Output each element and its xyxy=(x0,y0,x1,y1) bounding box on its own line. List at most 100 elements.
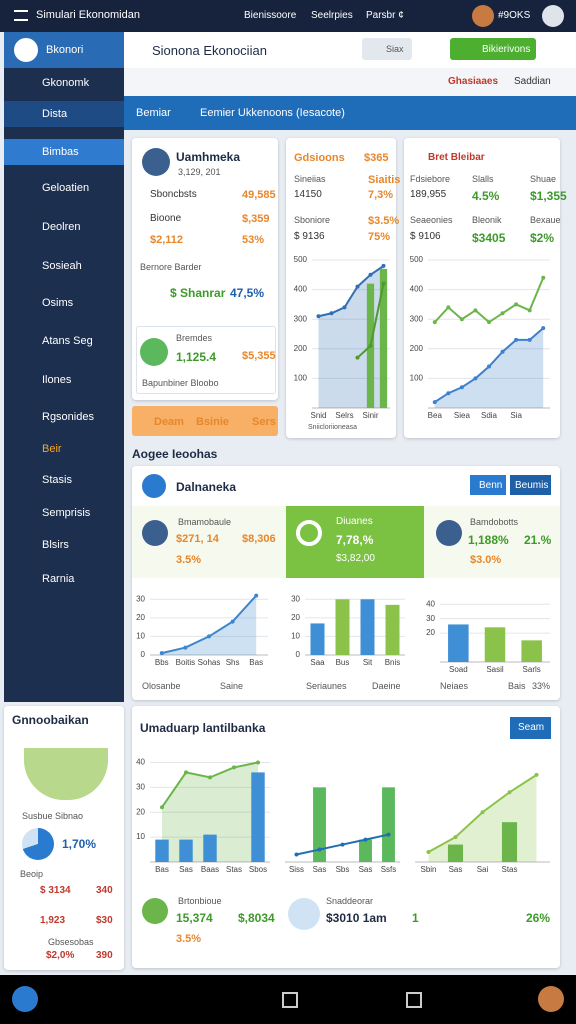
panel-stats-label: Bmamobaule xyxy=(178,517,232,527)
panel-button[interactable] xyxy=(470,475,506,495)
point xyxy=(232,765,236,770)
nav-highlight xyxy=(4,101,124,127)
metric-icon xyxy=(140,338,168,366)
point xyxy=(446,391,451,396)
user-icon[interactable] xyxy=(542,5,564,27)
point xyxy=(184,770,188,775)
point xyxy=(426,850,431,855)
x-tick-label: Bus xyxy=(336,658,350,667)
search-button[interactable] xyxy=(362,38,412,60)
y-tick-label: 30 xyxy=(426,614,435,623)
summary-icon xyxy=(288,898,320,930)
y-tick-label: 400 xyxy=(410,285,424,294)
point xyxy=(527,308,532,313)
panel-footer: Bais xyxy=(508,681,526,691)
header-action: Bikierivons xyxy=(482,44,531,55)
panel-stats-value: 1,188% xyxy=(468,533,509,547)
sidebar-section: Gkonomk xyxy=(42,77,90,89)
point xyxy=(541,275,546,280)
pie-icon xyxy=(22,828,54,860)
panel-button[interactable] xyxy=(510,475,551,495)
profile-card-actions: Bsinie xyxy=(196,416,230,428)
side-panel-rows: $30 xyxy=(96,915,113,926)
profile-card-rows: $,359 xyxy=(242,213,270,225)
area xyxy=(428,774,537,862)
x-tick-label: Sasil xyxy=(486,665,504,674)
y-tick-label: 10 xyxy=(136,832,145,841)
profile-card-rows: 49,585 xyxy=(242,189,276,201)
point xyxy=(527,337,532,342)
x-tick-label: Sbs xyxy=(336,865,350,874)
profile-card-rows: Sboncbsts xyxy=(150,189,197,200)
side-panel-rows: 1,923 xyxy=(40,915,66,926)
point xyxy=(500,349,505,354)
point xyxy=(480,810,485,815)
point xyxy=(487,364,491,369)
x-tick-label: Bas xyxy=(249,658,263,667)
point xyxy=(500,311,505,316)
profile-card-box-caption: Bapunbiner Bloobo xyxy=(142,378,219,388)
nav-avatar[interactable] xyxy=(538,986,564,1012)
y-tick-label: 500 xyxy=(410,255,424,264)
tabs: Eemier Ukkenoons (Iesacote) xyxy=(200,107,345,119)
nav-active[interactable] xyxy=(4,139,124,165)
bar xyxy=(310,623,325,655)
y-tick-label: 100 xyxy=(410,374,424,383)
panel-footer: Seriaunes xyxy=(306,681,347,691)
point xyxy=(256,760,260,765)
home-square[interactable] xyxy=(282,992,298,1008)
x-tick-label: Sai xyxy=(477,865,489,874)
x-tick-label: Shs xyxy=(226,658,240,667)
metrics-card-rows: Siaitis xyxy=(368,174,401,186)
stat-avatar xyxy=(142,520,168,546)
panel-title: Dalnaneka xyxy=(176,480,237,494)
panel-footer: Neiaes xyxy=(440,681,469,691)
avatar[interactable] xyxy=(472,5,494,27)
point xyxy=(183,645,188,650)
summary-button: Seam xyxy=(518,722,545,733)
panel-buttons: Beumis xyxy=(515,480,549,491)
y-tick-label: 0 xyxy=(296,650,301,659)
point xyxy=(294,852,299,857)
growth-card-rows: Bleonik xyxy=(472,215,502,225)
home-button[interactable] xyxy=(12,986,38,1012)
x-tick-label: Snid xyxy=(310,411,326,420)
sidebar-items: Deolren xyxy=(42,221,81,233)
point xyxy=(159,651,164,656)
action-strip[interactable] xyxy=(132,406,278,436)
profile-avatar xyxy=(142,148,170,176)
bar xyxy=(179,839,193,862)
bar xyxy=(382,787,395,862)
menu-icon[interactable] xyxy=(14,10,28,21)
point xyxy=(473,376,478,381)
header-breadcrumb: Saddian xyxy=(514,76,551,87)
profile-card-box-amount: $5,355 xyxy=(242,350,276,362)
y-tick-label: 20 xyxy=(291,613,300,622)
panel-stats-extra: $8,306 xyxy=(242,533,276,545)
metrics-card-rows: 75% xyxy=(368,231,391,243)
x-tick-label: Baas xyxy=(201,865,219,874)
section-label: Aogee Ieoohas xyxy=(132,447,218,461)
sidebar-items: Ilones xyxy=(42,374,72,386)
stat-avatar xyxy=(436,520,462,546)
top-bar-user: #9OKS xyxy=(498,10,531,21)
panel-stats-value: 7,78,% xyxy=(336,533,374,547)
y-tick-label: 300 xyxy=(410,314,424,323)
bar xyxy=(447,844,464,862)
metrics-card-rows: 14150 xyxy=(294,189,322,200)
sidebar-items: Stasis xyxy=(42,474,72,486)
side-panel-rows: $ 3134 xyxy=(40,885,71,896)
metrics-card-title: Gdsioons xyxy=(294,152,345,164)
panel-stats-value: $271, 14 xyxy=(176,533,219,545)
sidebar-items: Atans Seg xyxy=(42,335,93,347)
panel-stats-extra: 21.% xyxy=(524,533,552,547)
recent-square[interactable] xyxy=(406,992,422,1008)
x-tick-label: Sas xyxy=(359,865,373,874)
point xyxy=(473,308,478,313)
header-breadcrumb: Ghasiaaes xyxy=(448,76,499,87)
action-button[interactable] xyxy=(450,38,536,60)
y-tick-label: 100 xyxy=(294,374,308,383)
panel-stats-label: Bamdobotts xyxy=(470,517,519,527)
point xyxy=(207,634,211,639)
summary-button[interactable] xyxy=(510,717,551,739)
